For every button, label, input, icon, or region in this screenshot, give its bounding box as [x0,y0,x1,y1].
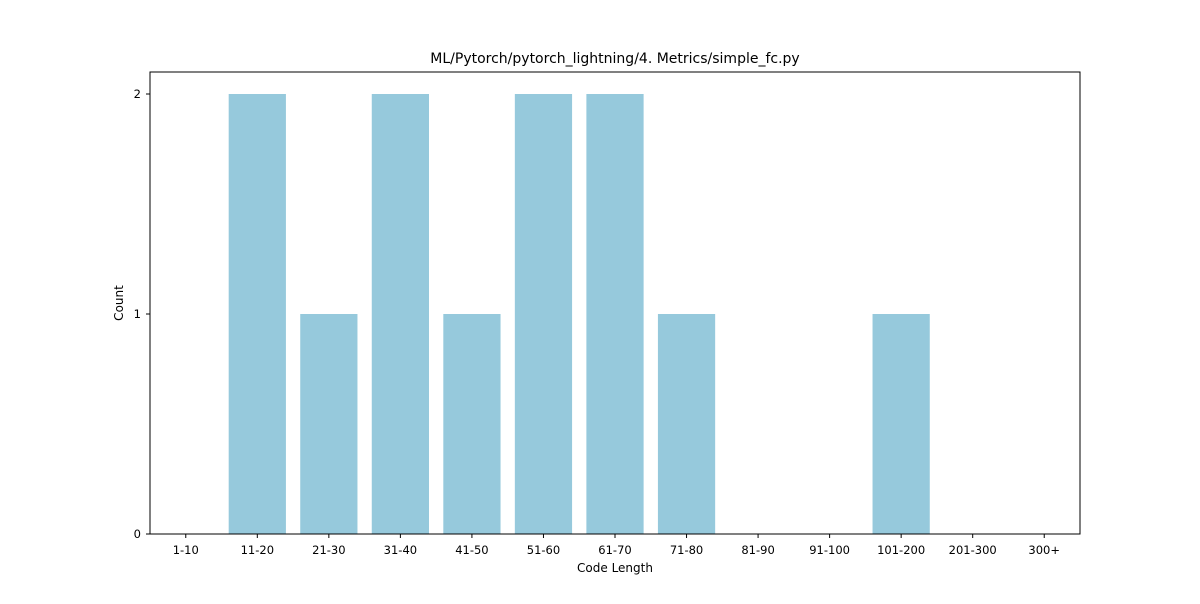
bar-71-80 [657,314,716,534]
y-tick-label: 0 [134,527,141,541]
x-tick-label: 11-20 [241,543,274,557]
y-axis-label: Count [112,285,126,321]
x-tick-label: 101-200 [877,543,925,557]
chart-title: ML/Pytorch/pytorch_lightning/4. Metrics/… [430,51,799,67]
x-tick-label: 41-50 [455,543,488,557]
bar-101-200 [872,314,930,534]
x-tick-label: 300+ [1028,543,1060,557]
bar-21-30 [300,314,358,534]
x-tick-label: 1-10 [173,543,199,557]
x-tick-label: 71-80 [670,543,703,557]
x-tick-label: 21-30 [312,543,345,557]
bar-31-40 [371,94,429,534]
x-axis-label: Code Length [577,561,653,575]
y-tick-label: 1 [134,307,141,321]
x-tick-label: 61-70 [598,543,631,557]
y-axis-ticks: 0 1 2 [134,87,150,541]
x-tick-label: 201-300 [949,543,997,557]
bar-61-70 [586,94,644,534]
x-tick-label: 31-40 [384,543,417,557]
x-tick-label: 51-60 [527,543,560,557]
x-tick-label: 81-90 [741,543,774,557]
x-tick-label: 91-100 [809,543,850,557]
y-tick-label: 2 [134,87,141,101]
bar-51-60 [514,94,573,534]
bars-group [228,94,930,534]
bar-41-50 [443,314,501,534]
bar-11-20 [228,94,286,534]
x-axis-ticks: 1-10 11-20 21-30 31-40 41-50 51-60 61-70 71-80 8… [173,534,1060,557]
